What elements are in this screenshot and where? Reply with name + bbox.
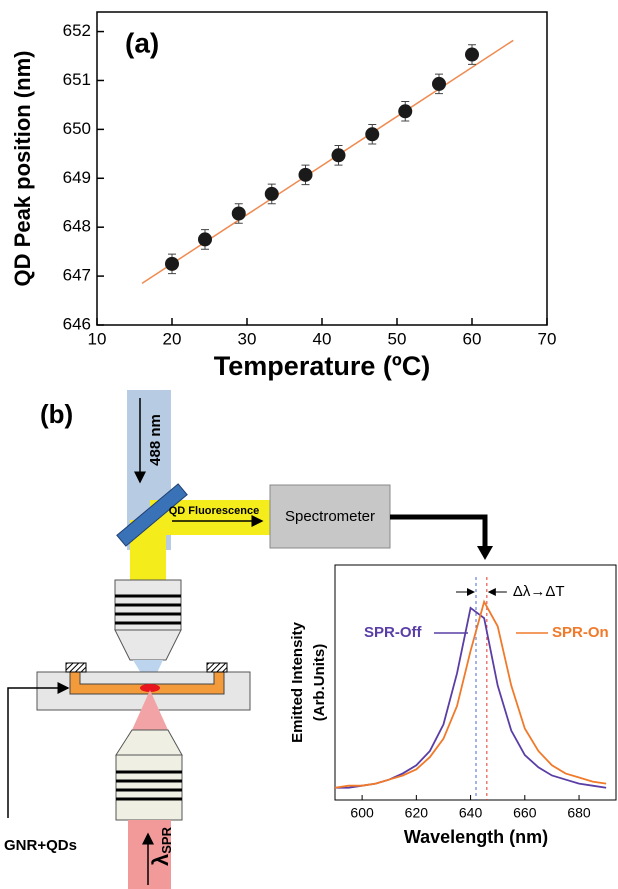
shift-annotation: Δλ→ΔT bbox=[513, 583, 565, 600]
chart-a: 10 20 30 40 50 60 70 646 647 648 649 650 651 652 Tempe… bbox=[10, 11, 557, 381]
fluorescence-label: QD Fluorescence bbox=[169, 505, 259, 517]
x-tick-label: 60 bbox=[463, 329, 482, 348]
data-point bbox=[264, 186, 279, 201]
x-tick-label: 680 bbox=[567, 805, 591, 821]
x-tick-label: 20 bbox=[163, 329, 182, 348]
data-point bbox=[365, 127, 380, 142]
y-axis-label: (Arb.Units) bbox=[311, 644, 328, 722]
spectrum-line bbox=[334, 599, 607, 789]
chart-b: 600 620 640 660 680 Wavelength (nm) Emitted In… bbox=[289, 564, 617, 847]
data-point bbox=[165, 256, 179, 271]
signal-line bbox=[390, 514, 488, 548]
data-point bbox=[432, 76, 446, 91]
dichroic-mirror bbox=[116, 483, 188, 547]
y-tick-label: 649 bbox=[63, 168, 91, 187]
excitation-label: 488 nm bbox=[147, 414, 164, 466]
plot-frame bbox=[334, 564, 617, 801]
data-point bbox=[331, 148, 346, 163]
x-axis-label: Wavelength (nm) bbox=[404, 827, 548, 847]
spectrometer-box bbox=[269, 484, 391, 549]
panel-label: (b) bbox=[40, 399, 73, 429]
y-tick-label: 646 bbox=[63, 314, 91, 333]
data-point bbox=[231, 206, 246, 221]
data-point bbox=[298, 167, 313, 182]
x-tick-label: 70 bbox=[538, 329, 557, 348]
objective-rings bbox=[116, 770, 182, 801]
data-point bbox=[398, 104, 413, 119]
objective-tip bbox=[115, 729, 183, 756]
legend-label: SPR-On bbox=[552, 624, 609, 641]
y-tick-label: 652 bbox=[63, 21, 91, 40]
spr-beam bbox=[128, 820, 171, 889]
sample-label: GNR+QDs bbox=[4, 837, 77, 854]
x-tick-label: 50 bbox=[388, 329, 407, 348]
seal bbox=[65, 662, 87, 673]
x-tick-label: 660 bbox=[513, 805, 537, 821]
x-axis-label: Temperature (ºC) bbox=[214, 351, 430, 381]
y-tick-label: 648 bbox=[63, 217, 91, 236]
x-tick-label: 10 bbox=[88, 329, 107, 348]
legend-label: SPR-Off bbox=[364, 624, 423, 641]
data-point bbox=[198, 232, 212, 247]
objective-tip bbox=[114, 629, 182, 661]
sample-pointer bbox=[7, 682, 70, 818]
x-tick-label: 620 bbox=[405, 805, 429, 821]
objective bbox=[115, 754, 183, 821]
panel-label: (a) bbox=[125, 27, 159, 58]
y-tick-label: 647 bbox=[63, 266, 91, 285]
focal-spot bbox=[140, 684, 160, 692]
diagram: (b) 488 nm QD Fluorescence Spectrometer bbox=[4, 390, 493, 889]
spr-symbol: λ bbox=[148, 854, 173, 866]
spr-cone bbox=[132, 690, 168, 730]
x-tick-label: 640 bbox=[459, 805, 483, 821]
x-tick-label: 30 bbox=[238, 329, 257, 348]
plot-frame bbox=[96, 11, 548, 326]
x-tick-label: 40 bbox=[313, 329, 332, 348]
signal-arrow bbox=[477, 546, 493, 560]
fit-line bbox=[141, 39, 514, 285]
seal bbox=[206, 662, 228, 673]
y-tick-label: 650 bbox=[63, 119, 91, 138]
y-axis-label: QD Peak position (nm) bbox=[10, 51, 35, 287]
y-tick-label: 651 bbox=[63, 70, 91, 89]
objective-rings bbox=[115, 594, 181, 625]
spr-label: λSPR bbox=[148, 826, 175, 866]
x-tick-label: 600 bbox=[350, 805, 374, 821]
data-point bbox=[465, 47, 479, 62]
y-axis-label: Emitted Intensity bbox=[289, 621, 306, 743]
spr-subscript: SPR bbox=[159, 826, 174, 853]
spectrometer-label: Spectrometer bbox=[285, 508, 375, 525]
